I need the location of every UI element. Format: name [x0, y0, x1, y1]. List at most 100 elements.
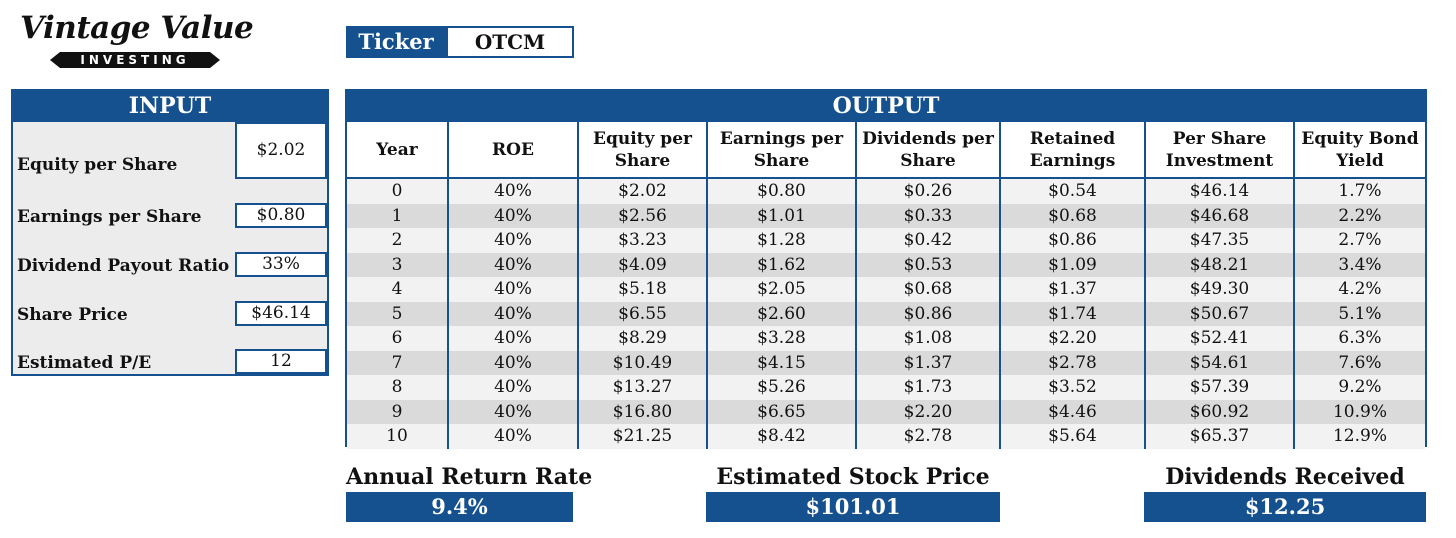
table-row: 2 40% $3.23 $1.28 $0.42 $0.86 $47.35 2.7% [347, 228, 1425, 253]
cell-equity-per-share: $13.27 [578, 375, 708, 400]
cell-dividends-per-share: $0.33 [856, 203, 1001, 228]
table-row: 7 40% $10.49 $4.15 $1.37 $2.78 $54.61 7.6% [347, 350, 1425, 375]
cell-retained-earnings: $4.46 [1000, 399, 1146, 424]
cell-year: 6 [347, 326, 449, 351]
cell-equity-bond-yield: 6.3% [1294, 326, 1425, 351]
column-header-equity-bond-yield: Equity Bond Yield [1294, 122, 1425, 179]
cell-per-share-investment: $46.68 [1145, 203, 1295, 228]
table-row: 9 40% $16.80 $6.65 $2.20 $4.46 $60.92 10.9% [347, 399, 1425, 424]
annual-return-label: Annual Return Rate [346, 464, 593, 490]
cell-earnings-per-share: $1.01 [707, 203, 857, 228]
cell-retained-earnings: $3.52 [1000, 375, 1146, 400]
cell-year: 8 [347, 375, 449, 400]
cell-retained-earnings: $0.68 [1000, 203, 1146, 228]
cell-equity-bond-yield: 4.2% [1294, 277, 1425, 302]
cell-equity-per-share: $2.56 [578, 203, 708, 228]
cell-roe: 40% [448, 326, 579, 351]
cell-per-share-investment: $47.35 [1145, 228, 1295, 253]
cell-retained-earnings: $2.78 [1000, 350, 1146, 375]
estimated-stock-price-value: $101.01 [706, 492, 1000, 522]
table-row: 0 40% $2.02 $0.80 $0.26 $0.54 $46.14 1.7% [347, 178, 1425, 204]
cell-equity-bond-yield: 3.4% [1294, 252, 1425, 277]
input-panel: INPUT Equity per Share $2.02 Earnings pe… [11, 89, 329, 376]
output-title: OUTPUT [347, 91, 1425, 122]
table-row: 5 40% $6.55 $2.60 $0.86 $1.74 $50.67 5.1% [347, 301, 1425, 326]
estimated-pe-input[interactable]: 12 [235, 349, 327, 374]
brand-name: Vintage Value [20, 10, 254, 46]
column-header-retained-earnings: Retained Earnings [1000, 122, 1146, 179]
cell-per-share-investment: $52.41 [1145, 326, 1295, 351]
cell-dividends-per-share: $0.86 [856, 301, 1001, 326]
cell-roe: 40% [448, 350, 579, 375]
dividends-received-label: Dividends Received [1165, 464, 1405, 490]
column-header-equity-per-share: Equity per Share [578, 122, 708, 179]
earnings-per-share-input[interactable]: $0.80 [235, 203, 327, 228]
column-header-earnings-per-share: Earnings per Share [707, 122, 857, 179]
cell-equity-bond-yield: 2.7% [1294, 228, 1425, 253]
output-table: Year ROE Equity per Share Earnings per Sha… [347, 122, 1425, 449]
cell-roe: 40% [448, 301, 579, 326]
cell-year: 3 [347, 252, 449, 277]
cell-per-share-investment: $49.30 [1145, 277, 1295, 302]
share-price-input[interactable]: $46.14 [235, 301, 327, 326]
cell-year: 10 [347, 424, 449, 449]
cell-equity-per-share: $8.29 [578, 326, 708, 351]
cell-earnings-per-share: $1.28 [707, 228, 857, 253]
brand-logo: Vintage Value INVESTING [18, 8, 254, 74]
dividend-payout-ratio-input[interactable]: 33% [235, 252, 327, 277]
table-row: 4 40% $5.18 $2.05 $0.68 $1.37 $49.30 4.2% [347, 277, 1425, 302]
cell-year: 0 [347, 178, 449, 204]
cell-year: 7 [347, 350, 449, 375]
cell-earnings-per-share: $2.60 [707, 301, 857, 326]
dividends-received-value: $12.25 [1144, 492, 1426, 522]
column-header-year: Year [347, 122, 449, 179]
cell-equity-bond-yield: 10.9% [1294, 399, 1425, 424]
share-price-label: Share Price [17, 305, 128, 325]
cell-roe: 40% [448, 228, 579, 253]
earnings-per-share-label: Earnings per Share [17, 207, 202, 227]
cell-retained-earnings: $1.74 [1000, 301, 1146, 326]
cell-year: 4 [347, 277, 449, 302]
cell-earnings-per-share: $3.28 [707, 326, 857, 351]
dividend-payout-ratio-label: Dividend Payout Ratio [17, 256, 230, 276]
cell-earnings-per-share: $5.26 [707, 375, 857, 400]
cell-per-share-investment: $48.21 [1145, 252, 1295, 277]
cell-earnings-per-share: $4.15 [707, 350, 857, 375]
cell-equity-bond-yield: 2.2% [1294, 203, 1425, 228]
cell-retained-earnings: $0.86 [1000, 228, 1146, 253]
cell-dividends-per-share: $1.37 [856, 350, 1001, 375]
cell-dividends-per-share: $0.42 [856, 228, 1001, 253]
ticker-input[interactable]: OTCM [446, 26, 574, 58]
cell-per-share-investment: $57.39 [1145, 375, 1295, 400]
equity-per-share-input[interactable]: $2.02 [235, 122, 327, 179]
cell-roe: 40% [448, 178, 579, 204]
cell-dividends-per-share: $2.20 [856, 399, 1001, 424]
cell-equity-bond-yield: 12.9% [1294, 424, 1425, 449]
table-row: 10 40% $21.25 $8.42 $2.78 $5.64 $65.37 12.9% [347, 424, 1425, 449]
cell-equity-per-share: $16.80 [578, 399, 708, 424]
cell-per-share-investment: $46.14 [1145, 178, 1295, 204]
cell-retained-earnings: $0.54 [1000, 178, 1146, 204]
output-panel: OUTPUT Year ROE Equity per Share Earnings… [345, 89, 1427, 449]
cell-earnings-per-share: $6.65 [707, 399, 857, 424]
cell-dividends-per-share: $0.53 [856, 252, 1001, 277]
cell-earnings-per-share: $0.80 [707, 178, 857, 204]
table-row: 6 40% $8.29 $3.28 $1.08 $2.20 $52.41 6.3% [347, 326, 1425, 351]
cell-roe: 40% [448, 252, 579, 277]
cell-earnings-per-share: $8.42 [707, 424, 857, 449]
cell-year: 5 [347, 301, 449, 326]
cell-per-share-investment: $65.37 [1145, 424, 1295, 449]
table-row: 8 40% $13.27 $5.26 $1.73 $3.52 $57.39 9.2% [347, 375, 1425, 400]
cell-year: 2 [347, 228, 449, 253]
cell-equity-per-share: $10.49 [578, 350, 708, 375]
table-header-row: Year ROE Equity per Share Earnings per Sha… [347, 122, 1425, 179]
ticker-label: Ticker [346, 26, 446, 58]
cell-equity-bond-yield: 1.7% [1294, 178, 1425, 204]
estimated-stock-price-label: Estimated Stock Price [716, 464, 990, 490]
cell-per-share-investment: $60.92 [1145, 399, 1295, 424]
column-header-per-share-investment: Per Share Investment [1145, 122, 1295, 179]
cell-year: 9 [347, 399, 449, 424]
cell-equity-per-share: $21.25 [578, 424, 708, 449]
column-header-dividends-per-share: Dividends per Share [856, 122, 1001, 179]
equity-per-share-label: Equity per Share [17, 155, 178, 175]
